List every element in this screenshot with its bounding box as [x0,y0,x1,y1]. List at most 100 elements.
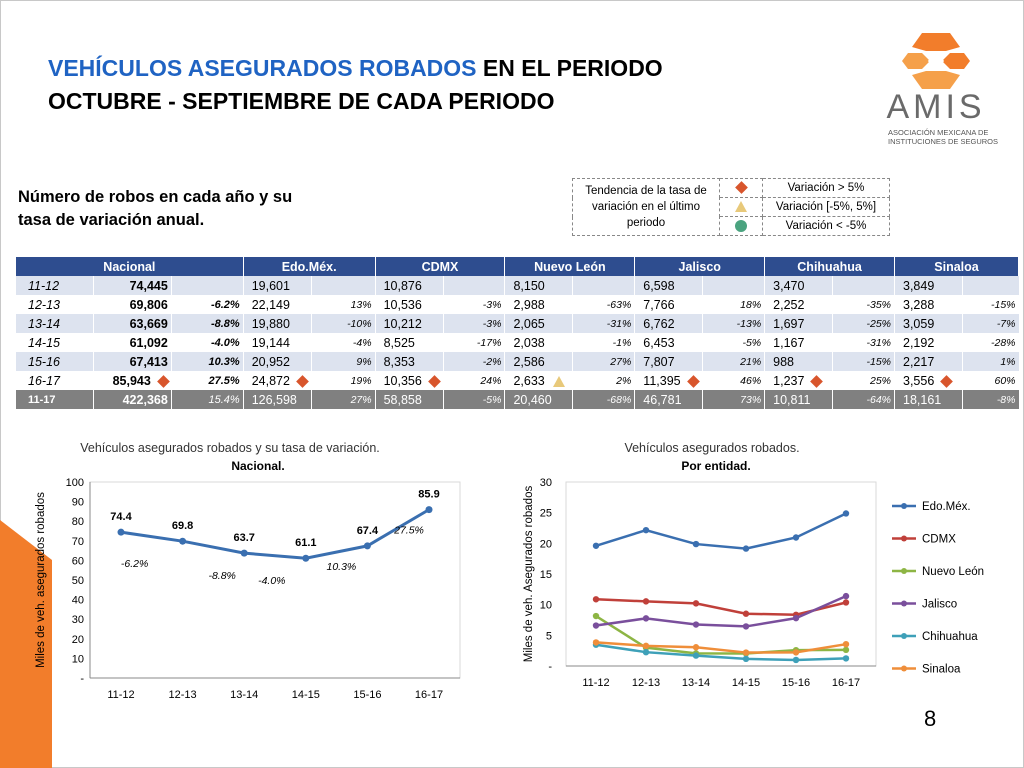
state-value: 8,150 [504,276,573,295]
x-tick-label: 14-15 [732,677,760,689]
header-sinaloa: Sinaloa [894,257,1019,276]
y-tick-label: 20 [540,538,552,550]
data-point [117,528,125,536]
data-point [692,540,700,548]
state-value: 1,697 [764,314,833,333]
rate-label: -8.8% [208,570,235,582]
table-row: 14-15 61,092 -4.0% 19,144 -4% 8,525 -17% 2,038 -… [15,333,1019,352]
state-rate: 27% [572,352,635,371]
table-header-row: Nacional Edo.Méx. CDMX Nuevo León Jalisc… [15,257,1019,276]
state-value-text: 46,781 [643,392,682,407]
rate-label: -6.2% [121,558,148,570]
data-label: 74.4 [110,511,132,523]
header-nuevo-leon: Nuevo León [504,257,636,276]
state-value-text: 8,525 [383,335,415,350]
legend-marker [901,568,907,574]
data-label: 63.7 [233,532,254,544]
state-value-text: 7,766 [643,297,675,312]
state-value: 20,952 [242,352,312,371]
data-point [642,615,650,622]
state-rate: -3% [442,314,505,333]
state-value: 2,065 [504,314,573,333]
state-rate: -68% [572,390,635,409]
national-value: 69,806 [92,295,172,314]
state-value-text: 10,876 [383,278,422,293]
data-point [592,596,600,603]
state-value: 2,217 [894,352,963,371]
state-value: 1,237 [764,371,833,390]
data-point [792,614,800,622]
logo-sub-line1: ASOCIACIÓN MEXICANA DE [888,128,989,137]
trend-legend: Tendencia de la tasa de variación en el … [572,178,890,236]
state-rate: 18% [702,295,765,314]
state-value-text: 58,858 [383,392,422,407]
state-value: 2,192 [894,333,963,352]
national-value: 61,092 [92,333,172,352]
state-value-text: 1,237 [773,373,805,388]
state-rate: -1% [572,333,635,352]
data-point [642,648,650,656]
trend-diamond-icon [686,374,700,388]
national-value-text: 61,092 [129,335,168,350]
x-tick-label: 15-16 [782,677,810,689]
amis-logo: AMIS ASOCIACIÓN MEXICANA DE INSTITUCIONE… [880,30,1010,155]
series-line-1 [595,598,847,617]
data-point [592,612,600,620]
state-value-text: 18,161 [903,392,942,407]
data-point [842,655,850,662]
state-rate: -5% [442,390,505,409]
header-edomex: Edo.Méx. [242,257,376,276]
data-point [792,656,800,664]
state-value-text: 8,353 [383,354,415,369]
state-rate: -5% [702,333,765,352]
national-value: 422,368 [92,390,172,409]
state-value-text: 6,453 [643,335,675,350]
data-point [842,510,850,517]
legend-label: Nuevo León [922,566,984,578]
y-tick-label: 15 [540,569,552,581]
data-point [792,534,800,541]
legend-label: Sinaloa [922,664,961,676]
state-value: 6,453 [634,333,703,352]
data-point [742,649,750,656]
data-point [692,652,700,659]
state-rate [702,276,765,295]
state-rate: -64% [832,390,895,409]
header-chihuahua: Chihuahua [764,257,895,276]
data-point [642,526,650,534]
state-rate: 25% [832,371,895,390]
national-line-chart: Vehículos asegurados robados y su tasa d… [35,441,461,701]
state-value: 8,525 [374,333,444,352]
state-value: 2,038 [504,333,573,352]
y-tick-label: - [80,673,84,685]
data-label: 67.4 [357,525,379,537]
state-value: 3,849 [894,276,963,295]
state-value: 2,633 [504,371,573,390]
state-rate [961,276,1019,295]
state-value-text: 3,470 [773,278,805,293]
y-tick-label: 10 [72,653,84,665]
state-value: 7,766 [634,295,703,314]
data-label: 85.9 [418,489,439,501]
y-tick-label: 30 [72,614,84,626]
legend-symbol-triangle [719,197,763,217]
header-cdmx: CDMX [374,257,506,276]
subtitle-line1: Número de robos en cada año y su [18,188,293,206]
legend-label: Chihuahua [922,631,978,643]
state-value-text: 1,167 [773,335,805,350]
data-point [742,545,750,552]
state-value-text: 3,059 [903,316,935,331]
data-point [425,506,433,514]
x-tick-label: 11-12 [582,677,609,689]
state-rate: -4% [310,333,376,352]
state-value: 2,586 [504,352,573,371]
state-value-text: 2,217 [903,354,935,369]
national-value: 74,445 [92,276,172,295]
table-row: 11-17 422,368 15.4% 126,598 27% 58,858 -5% 20,4… [15,390,1019,409]
table-row: 11-12 74,445 19,601 10,876 8,150 6,598 3,470 3,… [15,276,1019,295]
national-value-text: 69,806 [129,297,168,312]
y-tick-label: 70 [72,536,84,548]
data-point [642,598,650,605]
state-rate [832,276,895,295]
chart-subtitle: Nacional. [231,459,284,473]
